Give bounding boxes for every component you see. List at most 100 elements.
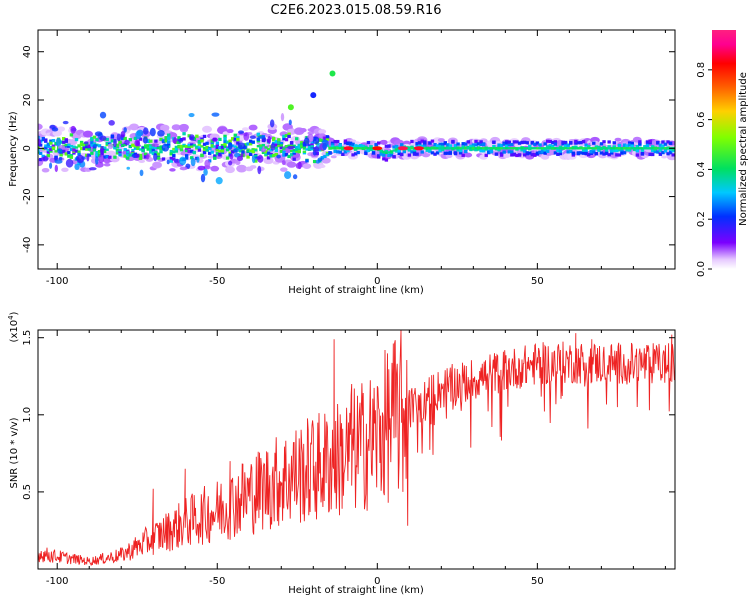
heat-cell [556, 148, 560, 153]
heat-cell [38, 157, 43, 162]
heat-cell [323, 136, 327, 140]
heat-ridge [154, 146, 158, 150]
heat-cell [343, 150, 348, 154]
heat-cell [551, 144, 555, 148]
heat-cell [407, 148, 412, 152]
heat-ridge [146, 144, 150, 147]
heat-ridge [456, 147, 460, 150]
heat-ridge [479, 147, 483, 150]
heat-cell [210, 139, 214, 143]
heat-cell [167, 140, 171, 144]
heat-cell [617, 148, 622, 152]
heat-cell [446, 151, 450, 155]
heat-blob [161, 143, 170, 152]
heat-cell [376, 154, 381, 158]
heat-cell [223, 139, 227, 144]
heat-blob [42, 155, 49, 162]
heat-ridge [121, 144, 125, 147]
heat-ridge [571, 147, 575, 150]
heat-cell [171, 124, 181, 131]
heat-cell [271, 153, 276, 158]
heat-ridge [310, 145, 314, 148]
heat-ridge [438, 147, 442, 150]
heat-cell [149, 150, 153, 154]
spectrogram-xtick-label: 50 [531, 276, 544, 287]
heat-cell [630, 144, 634, 148]
heat-blob [260, 148, 266, 153]
heat-cell [220, 147, 225, 152]
heat-ridge [128, 145, 132, 148]
heat-blob [238, 130, 244, 134]
heat-cell [635, 153, 640, 157]
heat-cell [143, 155, 148, 159]
heat-cell [82, 145, 86, 149]
heat-ridge [282, 147, 286, 150]
heat-cell [225, 140, 230, 144]
heat-cell [138, 137, 143, 141]
heat-cell [543, 151, 547, 155]
heat-cell [286, 161, 297, 168]
heat-cell [233, 133, 237, 137]
heat-ridge [569, 147, 573, 150]
heat-blob [179, 166, 188, 171]
heat-cell [38, 148, 40, 153]
heat-blob [317, 157, 323, 162]
heat-ridge [87, 148, 91, 151]
heat-cell [566, 143, 570, 147]
heat-cell [661, 151, 665, 155]
heat-cell [190, 149, 194, 153]
heat-cell [387, 153, 391, 157]
heat-cell [289, 141, 294, 145]
heat-cell [113, 155, 117, 159]
heat-cell [182, 137, 186, 141]
heat-cell [441, 142, 445, 146]
heat-ridge [341, 147, 345, 150]
heat-cell [369, 145, 373, 149]
heat-cell [284, 138, 289, 142]
heat-cell [579, 141, 583, 145]
heat-ridge [392, 149, 396, 152]
heat-cell [420, 150, 424, 154]
heat-blob [276, 154, 281, 159]
heat-ridge [425, 147, 429, 150]
heat-cell [54, 157, 58, 161]
heat-cell [445, 154, 453, 159]
heat-cell [103, 162, 111, 167]
heat-ridge [295, 145, 299, 149]
heat-cell [223, 142, 227, 147]
heat-cell [625, 144, 629, 148]
heat-cell [108, 155, 112, 159]
heat-ridge [269, 148, 273, 152]
heat-cell [510, 150, 514, 154]
heat-cell [323, 154, 327, 159]
heat-cell [231, 150, 235, 154]
heat-cell [133, 136, 138, 141]
heat-ridge [131, 148, 135, 152]
heat-ridge [210, 144, 214, 147]
spectrogram-ytick-label: 0 [22, 145, 33, 151]
heat-ridge [423, 147, 427, 150]
heat-cell [72, 148, 76, 152]
heat-cell [274, 143, 278, 147]
heat-blob [98, 154, 105, 164]
heat-ridge [249, 149, 253, 153]
heat-cell [49, 141, 53, 145]
heat-cell [569, 149, 573, 153]
heat-cell [492, 144, 496, 149]
heat-cell [264, 152, 268, 156]
colorbar-label: Normalized spectral amplitude [738, 72, 749, 226]
heat-cell [51, 138, 56, 143]
heat-cell [505, 144, 509, 148]
heat-ridge [540, 147, 545, 150]
heat-cell [430, 139, 435, 143]
heat-cell [510, 142, 514, 147]
heat-ridge [169, 149, 173, 153]
heat-cell [264, 150, 268, 154]
heat-cell [502, 153, 511, 159]
heat-ridge [213, 145, 217, 148]
heat-ridge [290, 149, 294, 153]
heat-cell [85, 144, 89, 149]
heat-cell [277, 138, 281, 142]
heat-cell [246, 155, 250, 159]
spectrogram-frame [37, 29, 676, 270]
